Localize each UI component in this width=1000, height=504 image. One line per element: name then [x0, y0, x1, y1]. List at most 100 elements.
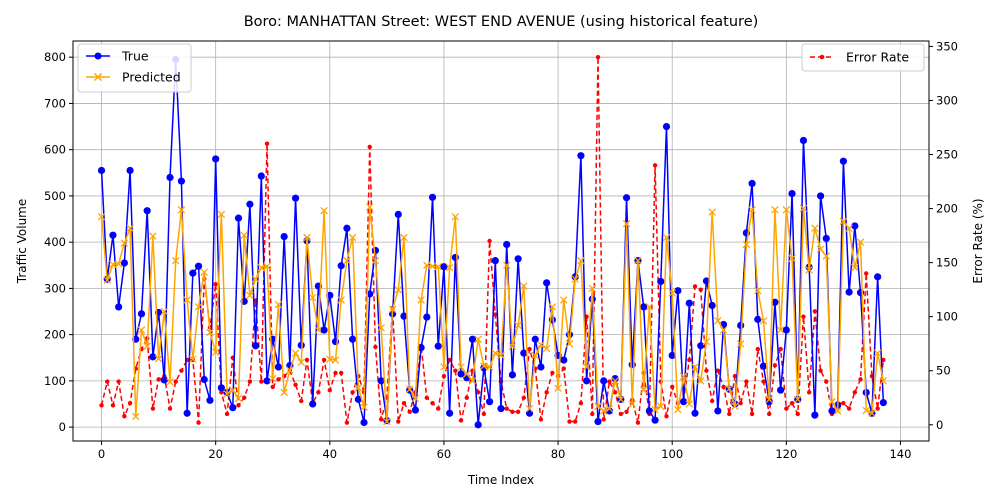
predicted-point — [457, 363, 465, 371]
true-point — [822, 234, 830, 243]
error-point — [219, 390, 224, 395]
true-point — [126, 166, 134, 175]
predicted-point — [114, 260, 123, 268]
true-point — [754, 315, 762, 323]
error-point — [561, 366, 566, 371]
predicted-point — [605, 404, 614, 413]
predicted-point — [628, 400, 637, 408]
true-point — [349, 335, 357, 343]
true-point — [468, 335, 477, 343]
error-point — [806, 390, 812, 395]
predicted-point — [308, 293, 317, 302]
predicted-point — [463, 370, 471, 378]
predicted-point — [177, 206, 186, 214]
predicted-point — [474, 335, 482, 344]
true-point — [674, 287, 682, 295]
predicted-point — [143, 342, 151, 350]
predicted-point — [291, 349, 300, 357]
error-point — [704, 368, 709, 373]
true-point — [360, 418, 368, 427]
true-point — [874, 273, 882, 281]
error-point — [864, 271, 869, 276]
true-point — [543, 279, 551, 287]
plot-frame — [72, 40, 930, 442]
error-point — [801, 314, 806, 319]
predicted-point — [137, 326, 146, 334]
true-point — [417, 343, 425, 352]
error-point — [727, 411, 732, 417]
predicted-point — [280, 388, 288, 397]
true-point — [377, 377, 385, 385]
error-point — [624, 409, 629, 415]
true-point — [537, 363, 545, 371]
predicted-point — [166, 378, 174, 386]
y-tick-label: 200 — [44, 328, 66, 342]
predicted-point — [217, 210, 226, 219]
predicted-point — [793, 395, 802, 404]
predicted-point — [577, 256, 585, 265]
error-point — [515, 409, 521, 415]
error-point — [709, 398, 715, 404]
predicted-point — [754, 286, 762, 295]
true-point — [759, 362, 768, 370]
error-point — [242, 395, 247, 400]
y-tick-label: 500 — [44, 189, 66, 203]
true-point — [514, 255, 522, 263]
predicted-point — [617, 395, 625, 404]
error-point — [430, 400, 435, 406]
predicted-point — [423, 261, 431, 270]
error-point — [127, 400, 133, 406]
true-point — [394, 210, 402, 219]
true-point — [189, 269, 197, 277]
predicted-point — [611, 377, 619, 385]
predicted-point — [206, 328, 214, 337]
predicted-point — [548, 303, 557, 311]
true-point — [371, 246, 380, 255]
predicted-point — [856, 238, 865, 246]
predicted-point — [845, 224, 853, 233]
error-point — [122, 413, 127, 419]
predicted-point — [599, 407, 608, 415]
error-point — [350, 390, 355, 395]
predicted-point — [286, 366, 294, 375]
y2-axis-label: Error Rate (%) — [971, 198, 985, 283]
x-tick-label: 40 — [322, 447, 337, 461]
predicted-point — [103, 276, 111, 284]
error-point — [464, 395, 469, 400]
true-point — [411, 406, 419, 414]
predicted-point — [736, 340, 745, 348]
true-point — [577, 152, 585, 160]
legend-predicted-marker — [93, 72, 103, 82]
predicted-point — [828, 397, 836, 406]
error-point — [652, 163, 658, 168]
true-point — [531, 335, 539, 343]
error-point — [721, 384, 726, 390]
true-point — [851, 222, 859, 230]
error-point — [224, 411, 230, 417]
predicted-point — [788, 254, 796, 263]
predicted-point — [531, 351, 539, 360]
predicted-point — [742, 240, 751, 249]
x-tick-label: 140 — [889, 447, 911, 461]
predicted-point — [200, 268, 209, 276]
predicted-point — [634, 256, 642, 265]
error-point — [784, 406, 789, 411]
y2-tick-label: 100 — [936, 310, 958, 324]
predicted-point — [685, 400, 694, 408]
error-point — [715, 368, 721, 373]
true-point — [252, 342, 260, 350]
x-tick-label: 60 — [437, 447, 452, 461]
predicted-point — [799, 204, 808, 213]
predicted-point — [400, 233, 408, 242]
true-point — [160, 376, 168, 384]
legend-right: Error Rate — [801, 43, 925, 72]
true-point — [560, 356, 568, 364]
true-point — [354, 395, 362, 403]
true-point — [115, 303, 123, 311]
predicted-point — [594, 402, 602, 411]
true-point — [212, 155, 220, 163]
predicted-point — [263, 262, 271, 270]
error-point — [259, 379, 264, 384]
predicted-point — [120, 239, 129, 247]
error-point — [772, 363, 778, 368]
